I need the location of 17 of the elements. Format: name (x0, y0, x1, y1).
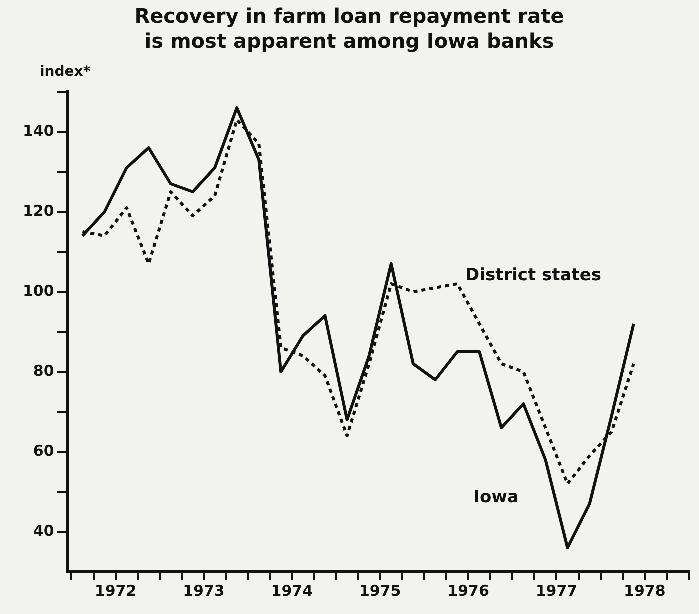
x-tick-label: 1973 (183, 582, 225, 600)
series-label: Iowa (474, 487, 519, 508)
y-tick-label: 80 (33, 362, 54, 380)
y-tick-label: 100 (23, 282, 54, 300)
y-tick-label: 140 (23, 122, 54, 140)
y-tick-label: 40 (33, 522, 54, 540)
y-tick-label: 60 (33, 442, 54, 460)
y-axis-title: index* (40, 64, 91, 80)
x-tick-label: 1976 (448, 582, 490, 600)
x-tick-label: 1975 (359, 582, 402, 600)
x-tick-label: 1977 (536, 582, 578, 600)
chart-title: Recovery in farm loan repayment rate is most apparent among Iowa banks (134, 4, 566, 54)
series-label: District states (466, 265, 602, 286)
x-tick-label: 1974 (271, 582, 314, 600)
y-tick-label: 120 (23, 202, 54, 220)
x-tick-label: 1972 (94, 582, 137, 600)
x-tick-label: 1978 (624, 582, 666, 600)
